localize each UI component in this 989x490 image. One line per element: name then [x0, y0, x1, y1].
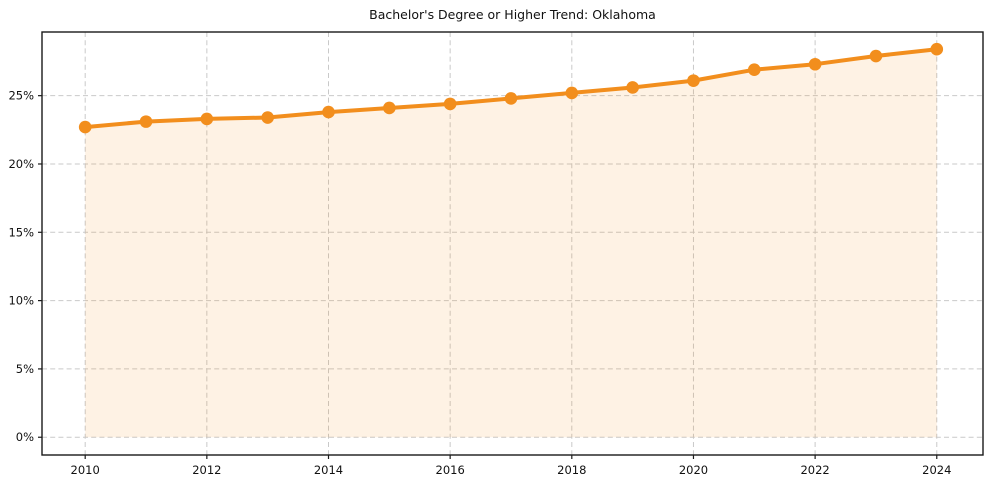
- data-point-2018: [565, 86, 579, 100]
- data-point-2019: [626, 81, 639, 94]
- x-tick-label: 2014: [314, 463, 343, 477]
- x-tick-label: 2010: [71, 463, 100, 477]
- x-tick-label: 2024: [922, 463, 951, 477]
- chart-title: Bachelor's Degree or Higher Trend: Oklah…: [369, 7, 656, 22]
- plot-border: [41, 31, 984, 456]
- data-point-2014: [322, 105, 335, 119]
- data-point-2015: [383, 101, 396, 115]
- y-tick-label: 10%: [8, 294, 34, 308]
- y-tick-label: 5%: [16, 362, 34, 376]
- data-point-2021: [747, 63, 761, 77]
- y-tick-label: 20%: [8, 157, 34, 171]
- x-tick-label: 2018: [557, 463, 586, 477]
- y-tick-label: 0%: [16, 430, 34, 444]
- data-point-2022: [808, 57, 822, 71]
- data-point-2024: [930, 42, 944, 56]
- y-tick-label: 15%: [8, 225, 34, 239]
- x-tick-label: 2012: [192, 463, 221, 477]
- data-point-2017: [504, 92, 518, 105]
- data-point-2020: [687, 74, 700, 87]
- data-point-2016: [443, 97, 457, 111]
- y-tick-label: 25%: [8, 89, 34, 103]
- data-point-2010: [78, 120, 92, 134]
- data-point-2013: [261, 111, 274, 124]
- x-tick-label: 2022: [800, 463, 829, 477]
- data-point-2012: [200, 112, 214, 126]
- x-tick-label: 2020: [679, 463, 708, 477]
- data-point-2011: [139, 115, 153, 128]
- area-fill: [85, 49, 937, 438]
- data-point-2023: [869, 49, 883, 63]
- x-tick-label: 2016: [436, 463, 465, 477]
